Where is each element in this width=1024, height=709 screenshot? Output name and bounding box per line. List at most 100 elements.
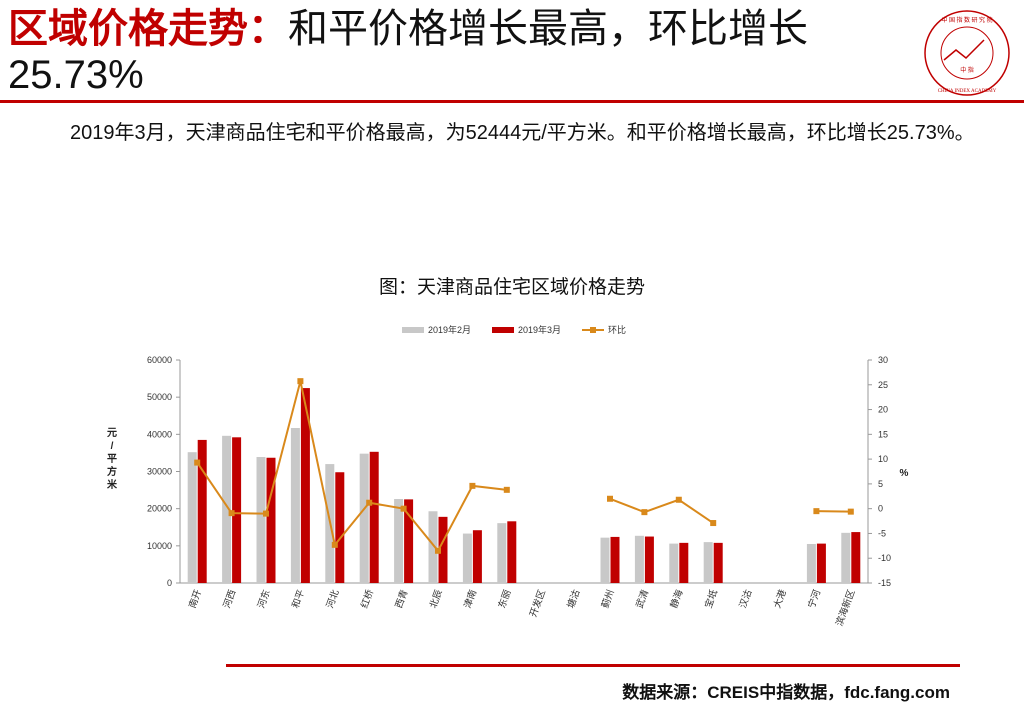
mom-point	[675, 496, 682, 503]
y-axis-label: 米	[107, 478, 118, 491]
bar-feb	[394, 499, 404, 583]
category-label: 河西	[221, 588, 239, 610]
bar-mar	[816, 543, 826, 583]
title-line2: 25.73%	[8, 53, 144, 97]
bar-mar	[266, 457, 276, 583]
y-tick-label: 10000	[147, 541, 172, 551]
category-label: 塘沽	[565, 587, 583, 609]
bar-feb	[497, 523, 507, 583]
bar-mar	[610, 536, 620, 583]
y2-tick-label: -5	[878, 528, 886, 538]
bar-mar	[507, 521, 517, 583]
legend-swatch	[402, 327, 424, 333]
legend-swatch	[492, 327, 514, 333]
y2-tick-label: 30	[878, 355, 888, 365]
category-label: 和平	[290, 588, 307, 610]
y2-tick-label: 25	[878, 380, 888, 390]
header-divider	[0, 100, 1024, 103]
category-label: 宁河	[805, 587, 823, 609]
mom-point	[366, 499, 373, 506]
bar-mar	[232, 437, 242, 583]
footer-divider	[226, 664, 960, 667]
mom-line	[609, 497, 714, 524]
legend-label: 2019年3月	[518, 324, 561, 335]
bar-mar	[438, 516, 448, 583]
y2-tick-label: 5	[878, 479, 883, 489]
mom-point	[503, 486, 510, 493]
y-tick-label: 20000	[147, 504, 172, 514]
bar-mar	[335, 472, 345, 583]
data-source: 数据来源：CREIS中指数据，fdc.fang.com	[622, 683, 950, 702]
summary-paragraph: 2019年3月，天津商品住宅和平价格最高，为52444元/平方米。和平价格增长最…	[70, 122, 975, 144]
y-tick-label: 50000	[147, 392, 172, 402]
bar-feb	[428, 511, 438, 583]
bar-mar	[679, 542, 689, 583]
y-tick-label: 40000	[147, 429, 172, 439]
category-label: 宝坻	[702, 587, 720, 609]
bar-feb	[806, 543, 816, 583]
category-label: 津南	[461, 588, 479, 610]
bar-mar	[197, 439, 207, 583]
logo-text-center: 中 指	[960, 66, 974, 74]
y2-tick-label: -10	[878, 553, 891, 563]
mom-point	[847, 508, 854, 515]
legend-swatch-marker	[590, 327, 596, 333]
category-label: 开发区	[527, 587, 548, 618]
chart-caption: 图：天津商品住宅区域价格走势	[378, 277, 645, 298]
price-trend-chart: 0 10000 20000 30000 40000 50000 60000 -15 -10 -5 0…	[107, 324, 909, 628]
mom-point	[228, 510, 235, 517]
bar-feb	[290, 428, 300, 583]
y2-tick-label: 10	[878, 454, 888, 464]
y2-tick-label: 0	[878, 504, 883, 514]
category-label: 河东	[255, 588, 273, 610]
mom-point	[435, 547, 441, 554]
logo-text-bottom: CHINA INDEX ACADEMY	[938, 89, 997, 94]
mom-point	[263, 510, 269, 517]
bar-mar	[300, 388, 310, 583]
legend-label: 环比	[608, 324, 626, 335]
bar-feb	[359, 453, 369, 583]
y-tick-label: 0	[167, 578, 172, 588]
bar-feb	[841, 532, 851, 583]
category-label: 东丽	[496, 588, 514, 610]
category-label: 南开	[186, 587, 204, 609]
bar-mar	[404, 499, 414, 583]
y-axis-label: 平	[107, 453, 117, 465]
title-text: 和平价格增长最高，环比增长	[288, 7, 808, 51]
category-label: 汉沽	[737, 587, 755, 609]
category-label: 大港	[771, 587, 789, 609]
y2-tick-label: -15	[878, 578, 891, 588]
mom-point	[607, 495, 613, 502]
mom-point	[469, 482, 476, 489]
bar-mar	[851, 532, 861, 583]
bar-feb	[703, 542, 713, 583]
bar-mar	[713, 542, 723, 583]
category-label: 蓟州	[599, 588, 617, 610]
bar-mar	[472, 530, 482, 583]
y-axis-label: /	[111, 441, 114, 452]
mom-point	[813, 508, 820, 515]
category-label: 北辰	[428, 588, 445, 610]
bar-feb	[256, 457, 266, 583]
category-label: 西青	[393, 588, 411, 610]
y-axis-label: 元	[107, 427, 117, 439]
logo-text-top: 中 国 指 数 研 究 院	[941, 16, 992, 24]
mom-point	[641, 509, 648, 516]
y2-axis-label: %	[900, 468, 909, 479]
category-label: 武清	[633, 587, 651, 609]
mom-point	[297, 378, 304, 385]
mom-point	[331, 541, 338, 548]
bar-feb	[187, 452, 197, 583]
category-label: 滨海新区	[833, 587, 857, 627]
bar-feb	[669, 543, 679, 583]
title-highlight: 区域价格走势：	[8, 7, 288, 51]
page-title: 区域价格走势：和平价格增长最高，环比增长 25.73%	[8, 6, 908, 98]
mom-point	[400, 505, 407, 512]
legend-label: 2019年2月	[428, 324, 471, 335]
china-index-academy-logo: 中 国 指 数 研 究 院 CHINA INDEX ACADEMY 中 指	[924, 10, 1010, 96]
y-axis-label: 方	[107, 465, 117, 478]
bar-mar	[644, 536, 654, 583]
mom-line	[196, 380, 507, 553]
bar-feb	[462, 533, 472, 583]
category-label: 红桥	[358, 587, 376, 609]
